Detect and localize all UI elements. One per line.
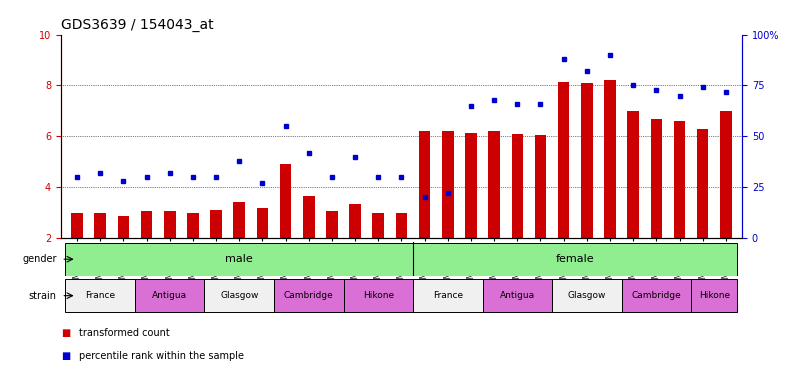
Text: Antigua: Antigua bbox=[152, 291, 187, 300]
Text: France: France bbox=[85, 291, 115, 300]
Bar bbox=[581, 83, 593, 238]
Text: Hikone: Hikone bbox=[363, 291, 394, 300]
Bar bbox=[372, 213, 384, 238]
Text: gender: gender bbox=[22, 254, 57, 264]
Bar bbox=[488, 131, 500, 238]
Bar bbox=[674, 121, 685, 238]
Text: transformed count: transformed count bbox=[79, 328, 169, 338]
Bar bbox=[164, 211, 175, 238]
Bar bbox=[628, 111, 639, 238]
Text: Glasgow: Glasgow bbox=[220, 291, 259, 300]
Text: Hikone: Hikone bbox=[699, 291, 730, 300]
Text: Cambridge: Cambridge bbox=[284, 291, 333, 300]
Bar bbox=[204, 279, 274, 312]
Bar bbox=[350, 204, 361, 238]
Bar bbox=[118, 217, 129, 238]
Text: male: male bbox=[225, 254, 253, 264]
Text: Cambridge: Cambridge bbox=[632, 291, 681, 300]
Text: France: France bbox=[433, 291, 463, 300]
Bar bbox=[512, 134, 523, 238]
Text: strain: strain bbox=[28, 291, 57, 301]
Bar bbox=[413, 279, 483, 312]
Bar bbox=[483, 279, 552, 312]
Bar bbox=[413, 243, 737, 276]
Bar bbox=[466, 132, 477, 238]
Bar bbox=[552, 279, 621, 312]
Bar bbox=[418, 131, 431, 238]
Bar bbox=[71, 213, 83, 238]
Bar bbox=[210, 210, 222, 238]
Text: female: female bbox=[556, 254, 594, 264]
Bar bbox=[94, 213, 106, 238]
Bar bbox=[234, 202, 245, 238]
Text: Glasgow: Glasgow bbox=[568, 291, 606, 300]
Bar bbox=[604, 80, 616, 238]
Bar bbox=[274, 279, 344, 312]
Bar bbox=[256, 207, 268, 238]
Bar bbox=[141, 211, 152, 238]
Bar bbox=[396, 213, 407, 238]
Bar bbox=[280, 164, 291, 238]
Bar bbox=[650, 119, 662, 238]
Bar bbox=[344, 279, 413, 312]
Bar bbox=[534, 135, 547, 238]
Bar bbox=[326, 211, 337, 238]
Bar bbox=[442, 131, 453, 238]
Bar bbox=[303, 196, 315, 238]
Bar bbox=[135, 279, 204, 312]
Text: Antigua: Antigua bbox=[500, 291, 535, 300]
Bar bbox=[187, 213, 199, 238]
Text: ■: ■ bbox=[61, 328, 70, 338]
Bar bbox=[66, 243, 413, 276]
Bar bbox=[697, 129, 709, 238]
Text: GDS3639 / 154043_at: GDS3639 / 154043_at bbox=[61, 18, 213, 32]
Bar bbox=[720, 111, 732, 238]
Bar bbox=[621, 279, 691, 312]
Bar bbox=[691, 279, 737, 312]
Text: ■: ■ bbox=[61, 351, 70, 361]
Bar bbox=[66, 279, 135, 312]
Text: percentile rank within the sample: percentile rank within the sample bbox=[79, 351, 243, 361]
Bar bbox=[558, 82, 569, 238]
